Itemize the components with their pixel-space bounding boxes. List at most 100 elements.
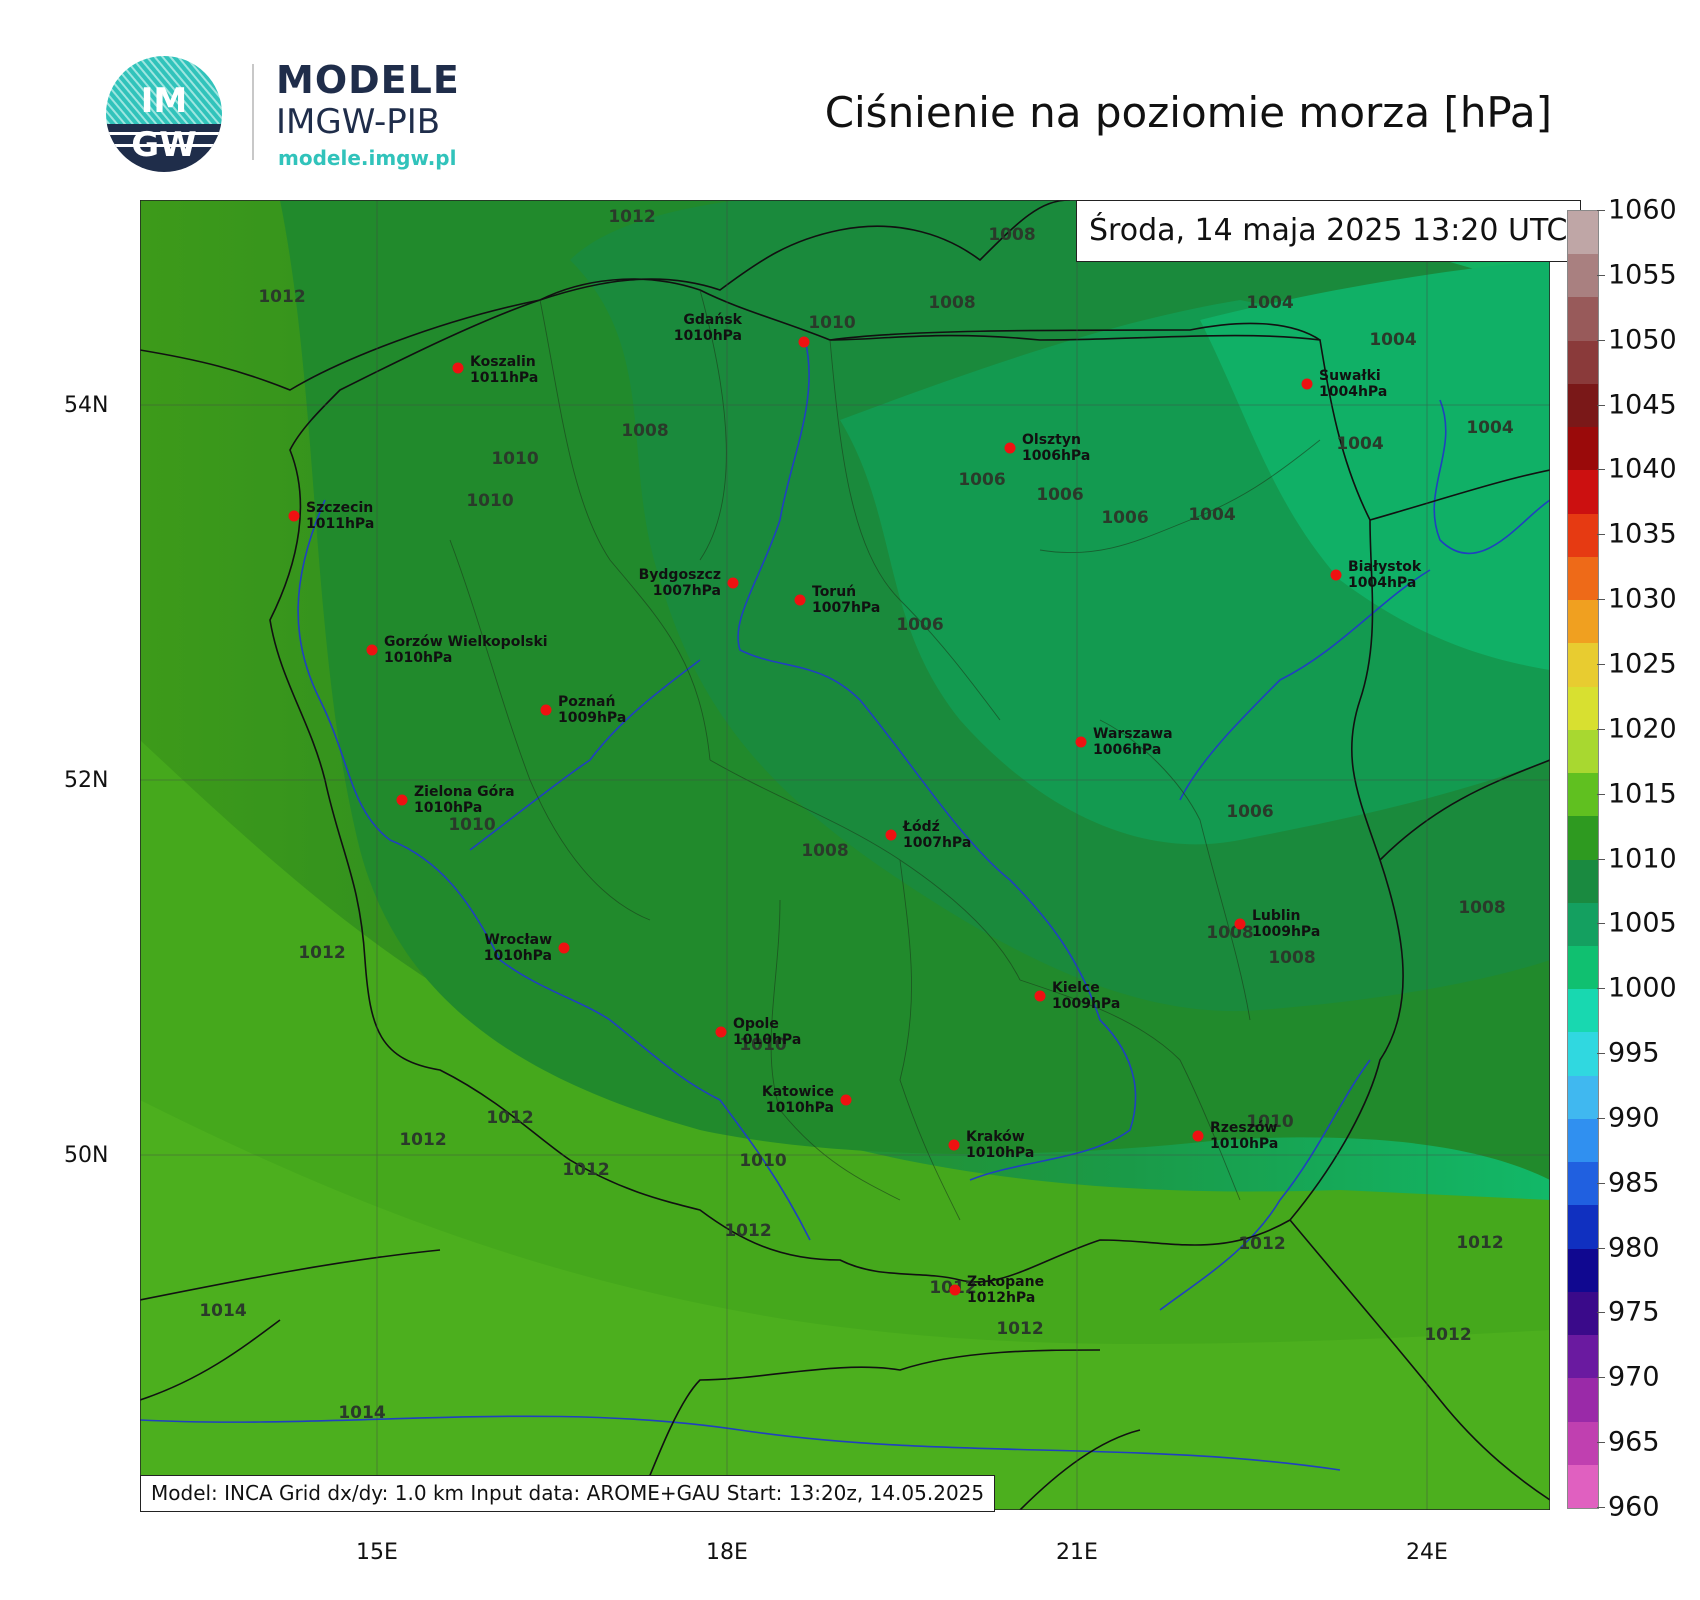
brand-url[interactable]: modele.imgw.pl [278, 146, 457, 170]
city-name: Wrocław [484, 932, 552, 948]
contour-label: 1004 [1188, 505, 1235, 525]
contour-label: 1004 [1246, 293, 1293, 313]
city-pressure: 1007hPa [653, 583, 721, 599]
city-dot [1004, 442, 1016, 454]
contour-label: 1010 [491, 449, 538, 469]
contour-label: 1008 [1458, 898, 1505, 918]
logo-divider [252, 64, 254, 160]
city-name: Zielona Góra [414, 784, 515, 800]
colorbar-segment [1568, 340, 1598, 385]
city-dot [1075, 736, 1087, 748]
logo-text-top: IM [141, 81, 187, 121]
city-name: Kraków [966, 1129, 1025, 1145]
colorbar-tick [1597, 404, 1605, 406]
colorbar-tick [1597, 988, 1605, 990]
model-info: Model: INCA Grid dx/dy: 1.0 km Input dat… [140, 1475, 996, 1512]
city-pressure: 1010hPa [1210, 1136, 1278, 1152]
contour-label: 1004 [1336, 434, 1383, 454]
city-pressure: 1009hPa [558, 710, 626, 726]
city-name: Katowice [762, 1084, 834, 1100]
city-pressure: 1010hPa [674, 328, 742, 344]
city-name: Bydgoszcz [639, 567, 721, 583]
colorbar-tick [1597, 858, 1605, 860]
city-dot [885, 829, 897, 841]
city-name: Gorzów Wielkopolski [384, 634, 548, 650]
colorbar-label: 1050 [1608, 324, 1677, 356]
contour-label: 1014 [199, 1301, 246, 1321]
city-dot [1330, 569, 1342, 581]
city-dot [1192, 1130, 1204, 1142]
colorbar-tick [1597, 599, 1605, 601]
colorbar-tick [1597, 793, 1605, 795]
contour-label: 1010 [1246, 1112, 1293, 1132]
colorbar-tick [1597, 1247, 1605, 1249]
city-dot [840, 1094, 852, 1106]
colorbar-tick [1597, 1053, 1605, 1055]
city-dot [1234, 918, 1246, 930]
colorbar-segment [1568, 1464, 1598, 1509]
city-name: Warszawa [1093, 726, 1173, 742]
colorbar-label: 985 [1608, 1167, 1660, 1199]
city-dot [727, 577, 739, 589]
city-name: Koszalin [470, 354, 536, 370]
colorbar-label: 970 [1608, 1361, 1660, 1393]
colorbar-segment [1568, 902, 1598, 947]
city-pressure: 1007hPa [812, 600, 880, 616]
graticule [140, 200, 1550, 1510]
colorbar-segment [1568, 816, 1598, 860]
city-name: Białystok [1348, 559, 1422, 575]
city-pressure: 1011hPa [470, 370, 538, 386]
colorbar [1567, 210, 1599, 1509]
contour-label: 1012 [562, 1160, 609, 1180]
city-dot [452, 362, 464, 374]
colorbar-label: 1060 [1608, 194, 1677, 226]
city-dot [794, 594, 806, 606]
colorbar-segment [1568, 643, 1598, 688]
colorbar-segment [1568, 1248, 1598, 1293]
imgw-logo: IM GW MODELE IMGW-PIB modele.imgw.pl [104, 54, 464, 174]
city-pressure: 1010hPa [414, 800, 482, 816]
contour-label: 1012 [724, 1221, 771, 1241]
colorbar-segment [1568, 1162, 1598, 1206]
contour-label: 1008 [928, 293, 975, 313]
contour-label: 1010 [739, 1151, 786, 1171]
coast [140, 200, 1071, 391]
city-pressure: 1011hPa [306, 516, 374, 532]
kaliningrad-border [829, 322, 1321, 341]
city-name: Poznań [558, 694, 615, 710]
lon-label-24e: 24E [1406, 1540, 1448, 1565]
colorbar-segment [1568, 1335, 1598, 1379]
voivodeship-lines [449, 289, 1321, 1221]
city-dot [798, 336, 810, 348]
city-name: Olsztyn [1022, 432, 1081, 448]
contour-label: 1006 [1036, 485, 1083, 505]
city-dot [1034, 990, 1046, 1002]
colorbar-segment [1568, 383, 1598, 428]
city-name: Kielce [1052, 980, 1100, 996]
contour-label: 1010 [466, 491, 513, 511]
colorbar-label: 995 [1608, 1037, 1660, 1069]
city-name: Opole [733, 1016, 779, 1032]
brand-subname: IMGW-PIB [276, 102, 441, 142]
colorbar-tick [1597, 1312, 1605, 1314]
field-highest-south [140, 1100, 1550, 1510]
contour-label: 1006 [958, 470, 1005, 490]
colorbar-segment [1568, 1118, 1598, 1163]
city-pressure: 1004hPa [1319, 384, 1387, 400]
city-pressure: 1010hPa [766, 1100, 834, 1116]
river-san [1159, 1059, 1371, 1311]
contour-label: 1008 [801, 841, 848, 861]
river-danube [140, 1415, 1341, 1471]
colorbar-segment [1568, 1032, 1598, 1077]
contour-label: 1004 [1466, 418, 1513, 438]
timestamp-box: Środa, 14 maja 2025 13:20 UTC [1076, 200, 1581, 262]
